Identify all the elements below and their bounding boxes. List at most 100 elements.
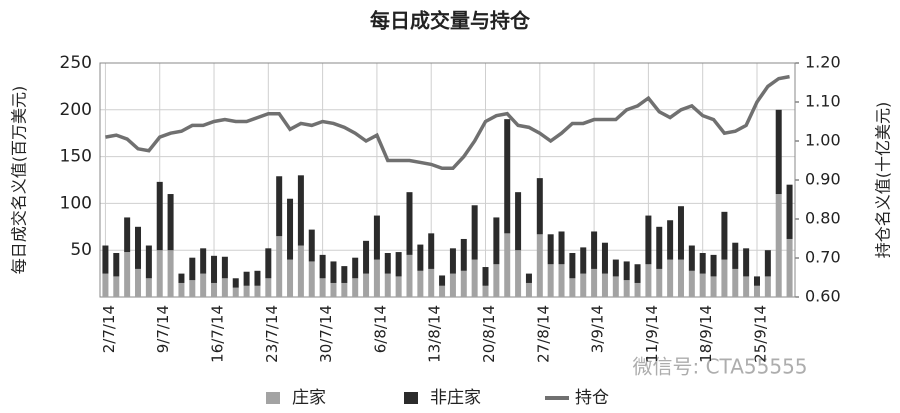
bar-segment bbox=[135, 268, 142, 297]
bar-segment bbox=[667, 220, 674, 260]
bar-segment bbox=[417, 244, 424, 271]
y-tick-label: 200 bbox=[60, 100, 92, 120]
bar-segment bbox=[352, 257, 359, 279]
bar-segment bbox=[428, 268, 435, 297]
bar-segment bbox=[113, 276, 120, 297]
bar-segment bbox=[373, 215, 380, 260]
y2-tick-label: 1.20 bbox=[805, 53, 841, 72]
y2-tick-label: 0.70 bbox=[805, 248, 841, 267]
bar-segment bbox=[536, 178, 543, 235]
legend-label: 庄家 bbox=[292, 388, 326, 408]
bar-segment bbox=[167, 250, 174, 297]
bar-segment bbox=[601, 242, 608, 274]
bar-segment bbox=[200, 248, 207, 274]
bar-segment bbox=[276, 176, 283, 237]
bar-segment bbox=[688, 270, 695, 297]
bar-segment bbox=[656, 268, 663, 297]
bar-segment bbox=[276, 236, 283, 297]
watermark: 微信号: CTA55555 bbox=[632, 355, 807, 379]
bar-segment bbox=[102, 245, 109, 274]
bar-segment bbox=[677, 206, 684, 260]
bar-segment bbox=[178, 273, 185, 283]
x-tick-label: 6/8/14 bbox=[371, 305, 389, 353]
bar-segment bbox=[645, 264, 652, 297]
bar-segment bbox=[656, 226, 663, 269]
bar-segment bbox=[786, 238, 793, 297]
bar-segment bbox=[634, 282, 641, 297]
bar-segment bbox=[406, 254, 413, 297]
bar-segment bbox=[297, 175, 304, 246]
bar-segment bbox=[721, 211, 728, 260]
bar-segment bbox=[211, 255, 218, 283]
bar-segment bbox=[384, 273, 391, 297]
bar-segment bbox=[178, 282, 185, 297]
bar-segment bbox=[612, 276, 619, 297]
bar-segment bbox=[287, 198, 294, 260]
bar-segment bbox=[601, 273, 608, 297]
bar-segment bbox=[688, 245, 695, 271]
bar-segment bbox=[460, 270, 467, 297]
bar-segment bbox=[775, 194, 782, 297]
bar-segment bbox=[124, 252, 131, 297]
x-tick-label: 20/8/14 bbox=[480, 305, 498, 363]
y-axis-label: 每日成交名义值(百万美元) bbox=[10, 86, 29, 275]
bar-segment bbox=[699, 253, 706, 274]
bar-segment bbox=[547, 234, 554, 265]
legend-label: 持仓 bbox=[575, 388, 609, 408]
plot-frame bbox=[99, 62, 796, 298]
x-tick-label: 11/9/14 bbox=[643, 305, 661, 363]
x-tick-label: 9/7/14 bbox=[154, 305, 172, 353]
y-tick-label: 250 bbox=[60, 53, 92, 73]
bar-segment bbox=[449, 248, 456, 274]
bar-segment bbox=[363, 273, 370, 297]
bar-segment bbox=[515, 192, 522, 251]
bar-segment bbox=[102, 273, 109, 297]
bar-segment bbox=[352, 278, 359, 297]
bar-segment bbox=[145, 245, 152, 279]
bar-segment bbox=[634, 264, 641, 283]
bar-segment bbox=[287, 259, 294, 297]
bar-segment bbox=[330, 261, 337, 283]
bar-segment bbox=[232, 287, 239, 297]
bar-segment bbox=[612, 259, 619, 277]
bar-segment bbox=[580, 247, 587, 274]
bar-segment bbox=[319, 278, 326, 297]
bar-segment bbox=[406, 192, 413, 255]
bar-segment bbox=[569, 278, 576, 297]
bar-segment bbox=[417, 270, 424, 297]
y2-axis-label: 持仓名义值(十亿美元) bbox=[874, 102, 893, 259]
bar-segment bbox=[330, 282, 337, 297]
bar-segment bbox=[525, 282, 532, 297]
bar-segment bbox=[558, 231, 565, 265]
bar-segment bbox=[308, 261, 315, 297]
bar-segment bbox=[200, 273, 207, 297]
bar-segment bbox=[504, 233, 511, 297]
y-tick-label: 100 bbox=[60, 193, 92, 213]
x-tick-label: 13/8/14 bbox=[426, 305, 444, 363]
bar-segment bbox=[471, 205, 478, 260]
y-tick-label: 150 bbox=[60, 147, 92, 167]
y2-tick-label: 0.80 bbox=[805, 209, 841, 228]
bar-segment bbox=[482, 267, 489, 286]
legend-swatch bbox=[266, 392, 280, 404]
bar-segment bbox=[308, 229, 315, 262]
x-tick-label: 23/7/14 bbox=[263, 305, 281, 363]
bar-segment bbox=[135, 226, 142, 269]
bar-segment bbox=[743, 248, 750, 277]
bar-segment bbox=[189, 280, 196, 297]
bar-segment bbox=[439, 275, 446, 286]
bar-segment bbox=[243, 285, 250, 297]
bar-segment bbox=[623, 280, 630, 297]
bar-segment bbox=[395, 252, 402, 277]
bar-segment bbox=[449, 273, 456, 297]
bar-segment bbox=[265, 248, 272, 279]
line bbox=[105, 74, 790, 171]
bar-segment bbox=[591, 231, 598, 269]
bar-segment bbox=[753, 276, 760, 286]
y2-tick-label: 1.10 bbox=[805, 92, 841, 111]
y-tick-label: 50 bbox=[70, 240, 92, 260]
bar-segment bbox=[504, 119, 511, 234]
x-tick-label: 25/9/14 bbox=[751, 305, 769, 363]
bar-segment bbox=[482, 285, 489, 297]
